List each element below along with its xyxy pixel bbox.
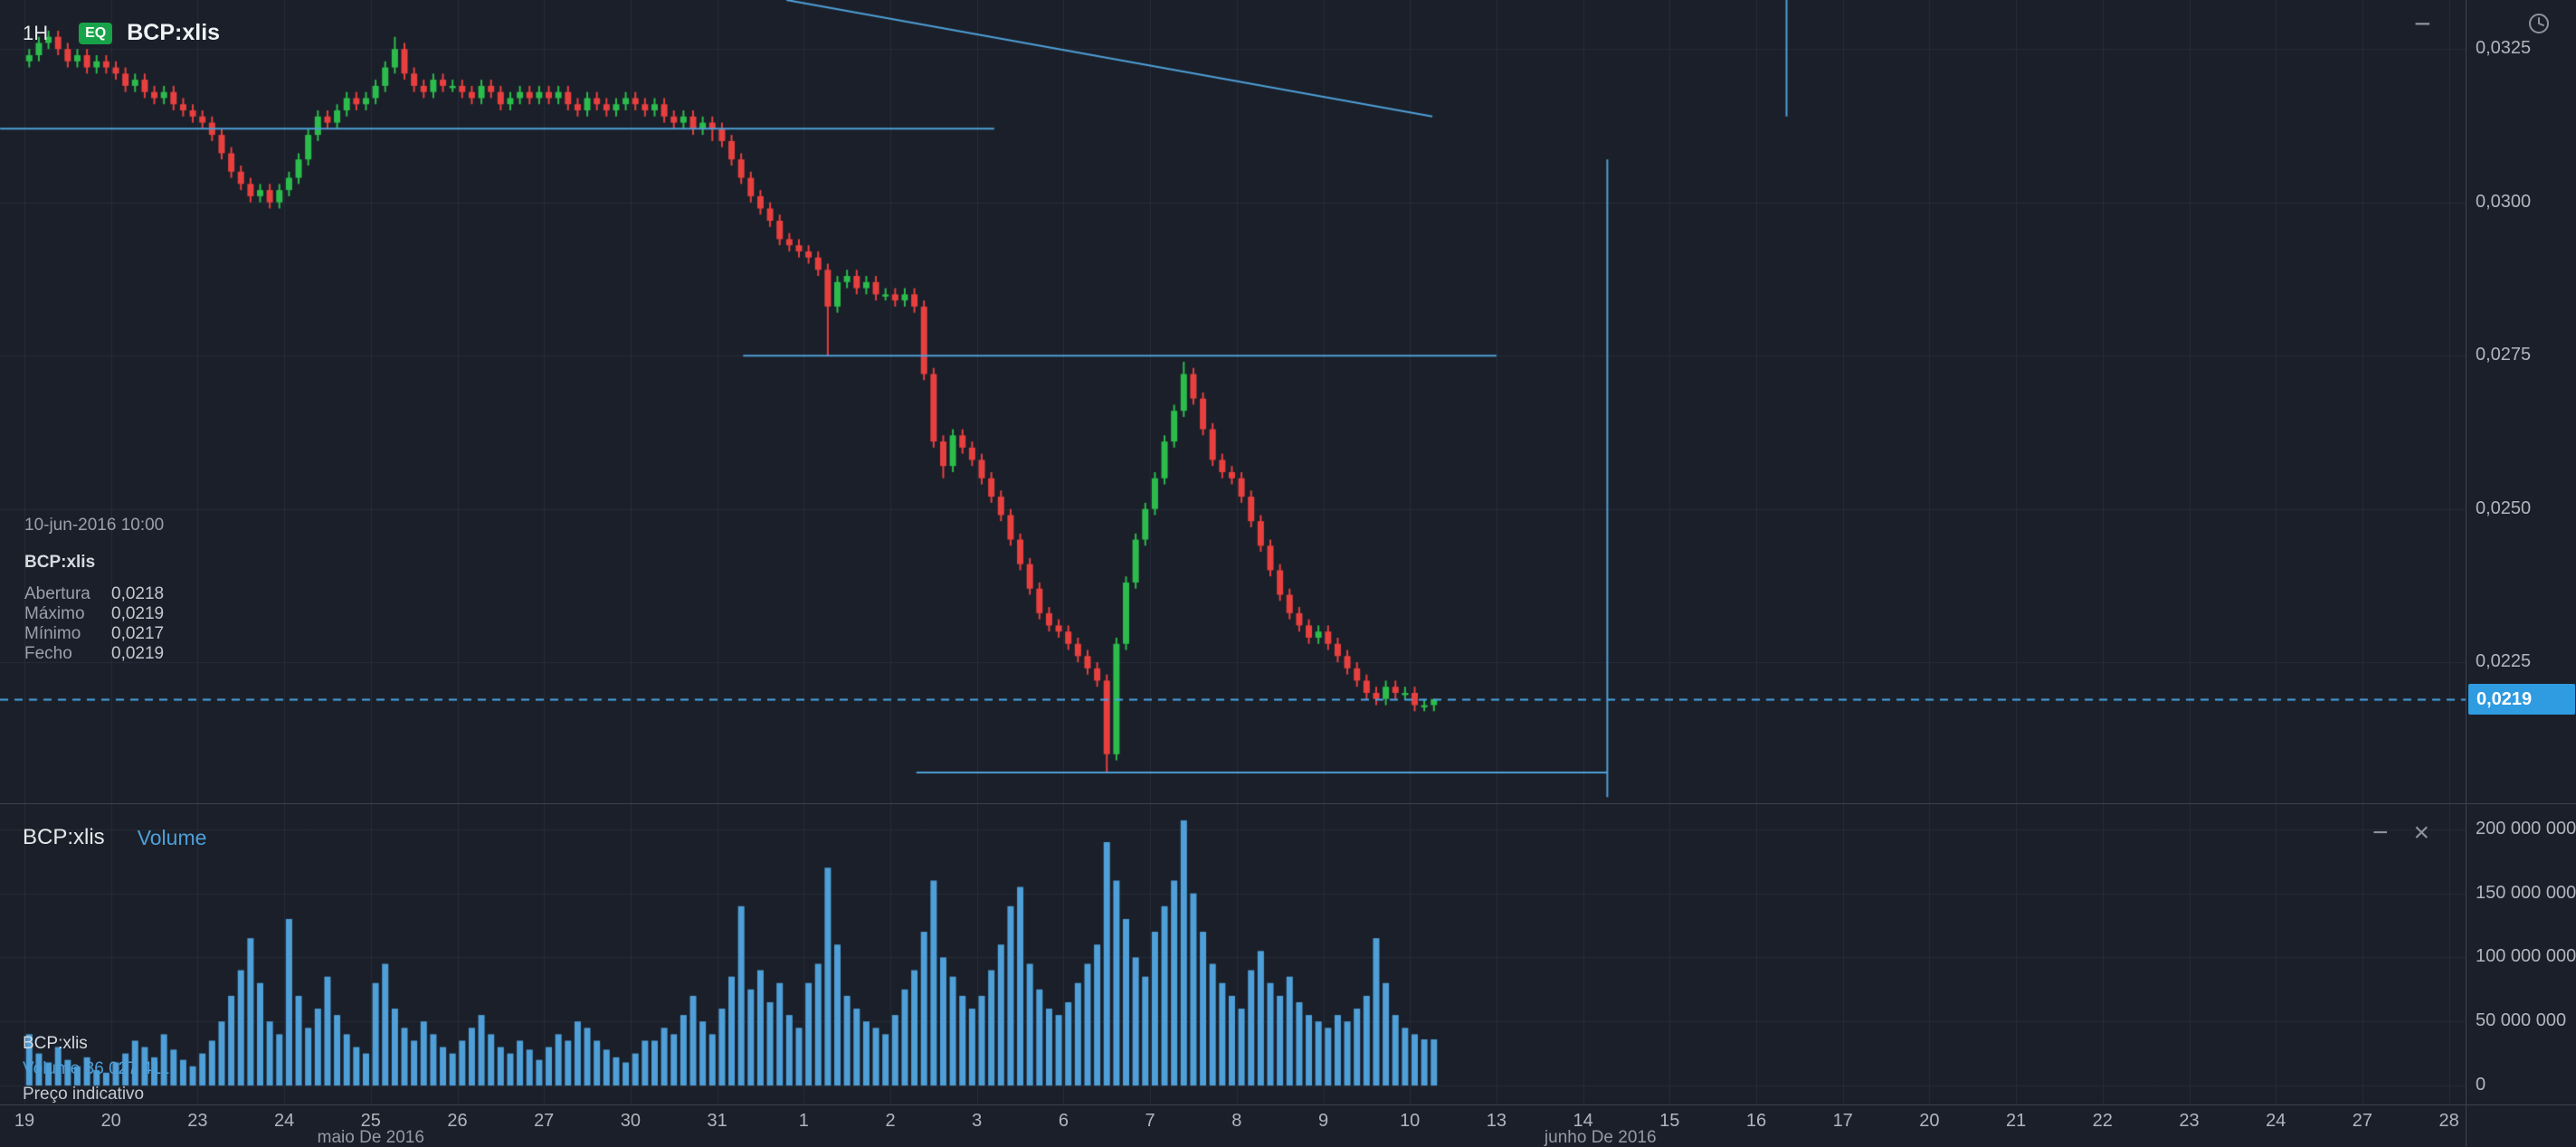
open-value: 0,0218 xyxy=(111,584,165,603)
time-axis-day: 13 xyxy=(1486,1111,1507,1131)
data-window: 10-jun-2016 10:00 BCP:xlis Abertura 0,02… xyxy=(24,516,164,664)
time-axis-day: 19 xyxy=(14,1111,35,1131)
time-axis-day: 15 xyxy=(1659,1111,1680,1131)
price-chart-canvas[interactable] xyxy=(0,0,2466,803)
volume-bottom-overlay: BCP:xlis Volume 36 027 411 Preço indicat… xyxy=(23,1031,169,1107)
volume-axis-tick: 50 000 000 xyxy=(2476,1010,2567,1031)
volume-minimize-button[interactable]: − xyxy=(2372,818,2389,848)
price-axis-tick: 0,0325 xyxy=(2476,38,2532,59)
time-axis-day: 16 xyxy=(1745,1111,1767,1131)
close-value: 0,0219 xyxy=(111,644,165,663)
time-axis-day: 23 xyxy=(2179,1111,2200,1131)
tooltip-high-row: Máximo 0,0219 xyxy=(24,604,164,624)
timeframe-label[interactable]: 1H xyxy=(23,21,49,44)
price-axis-tick: 0,0275 xyxy=(2476,345,2532,365)
axis-divider xyxy=(0,1104,2576,1105)
time-axis-day: 27 xyxy=(2352,1111,2373,1131)
time-axis-day: 20 xyxy=(100,1111,121,1131)
time-axis[interactable]: 19 20 23 24 25 26 27 30 31 1 2 3 6 7 8 9 10 13 14 15 16 17 20 2… xyxy=(0,1105,2466,1147)
overlay-symbol: BCP:xlis xyxy=(23,1034,88,1053)
pane-minimize-button[interactable]: − xyxy=(2414,7,2431,40)
current-price-badge: 0,0219 xyxy=(2468,683,2575,715)
volume-pane-legend: BCP:xlis Volume xyxy=(23,825,206,850)
time-axis-month: maio De 2016 xyxy=(317,1128,424,1147)
time-axis-day: 2 xyxy=(885,1111,896,1131)
chart-legend: 1H EQ BCP:xlis xyxy=(23,20,220,46)
time-axis-day: 24 xyxy=(2266,1111,2286,1131)
volume-indicator-label[interactable]: Volume xyxy=(137,825,207,849)
price-axis[interactable]: 0,0219 0,0325 0,0300 0,0275 0,0250 0,0225 200… xyxy=(2466,0,2576,1147)
time-axis-day: 30 xyxy=(620,1111,642,1131)
tooltip-close-row: Fecho 0,0219 xyxy=(24,644,164,664)
time-axis-day: 7 xyxy=(1145,1111,1155,1131)
open-label: Abertura xyxy=(24,584,90,603)
volume-chart-canvas[interactable] xyxy=(0,804,2466,1104)
tooltip-low-row: Mínimo 0,0217 xyxy=(24,624,164,644)
time-axis-day: 17 xyxy=(1832,1111,1853,1131)
tooltip-datetime: 10-jun-2016 10:00 xyxy=(24,516,165,535)
low-label: Mínimo xyxy=(24,624,81,643)
time-axis-day: 8 xyxy=(1231,1111,1242,1131)
time-axis-day: 10 xyxy=(1400,1111,1421,1131)
volume-axis-tick: 0 xyxy=(2476,1075,2486,1095)
time-axis-month: junho De 2016 xyxy=(1544,1128,1657,1147)
low-value: 0,0217 xyxy=(111,624,165,643)
time-axis-day: 1 xyxy=(798,1111,809,1131)
indicative-price-note: Preço indicativo xyxy=(23,1085,145,1104)
volume-pane-controls: − × xyxy=(2372,818,2429,848)
time-axis-day: 31 xyxy=(707,1111,727,1131)
time-axis-day: 27 xyxy=(534,1111,555,1131)
price-axis-tick: 0,0300 xyxy=(2476,191,2532,212)
time-axis-day: 21 xyxy=(2005,1111,2027,1131)
tooltip-symbol: BCP:xlis xyxy=(24,553,96,572)
time-axis-day: 22 xyxy=(2092,1111,2113,1131)
time-axis-day: 6 xyxy=(1058,1111,1069,1131)
price-axis-tick: 0,0225 xyxy=(2476,651,2532,672)
time-axis-day: 26 xyxy=(447,1111,468,1131)
volume-close-button[interactable]: × xyxy=(2413,818,2430,848)
time-axis-day: 20 xyxy=(1919,1111,1940,1131)
instrument-type-badge: EQ xyxy=(79,22,113,44)
volume-axis-tick: 150 000 000 xyxy=(2476,882,2576,903)
time-axis-day: 9 xyxy=(1317,1111,1329,1131)
volume-pane-symbol: BCP:xlis xyxy=(23,825,105,849)
time-axis-day: 14 xyxy=(1573,1111,1593,1131)
time-axis-day: 24 xyxy=(273,1111,295,1131)
volume-axis-tick: 100 000 000 xyxy=(2476,946,2576,967)
close-label: Fecho xyxy=(24,644,72,663)
time-axis-day: 25 xyxy=(360,1111,381,1131)
clock-icon[interactable] xyxy=(2526,11,2552,36)
high-value: 0,0219 xyxy=(111,604,165,623)
time-axis-day: 23 xyxy=(187,1111,208,1131)
high-label: Máximo xyxy=(24,604,85,623)
time-axis-day: 3 xyxy=(972,1111,983,1131)
time-axis-day: 28 xyxy=(2438,1111,2459,1131)
pane-divider[interactable] xyxy=(0,803,2576,804)
overlay-volume-value: Volume 36 027 411 xyxy=(23,1059,170,1078)
symbol-title[interactable]: BCP:xlis xyxy=(127,20,221,45)
volume-axis-tick: 200 000 000 xyxy=(2476,818,2576,839)
price-axis-tick: 0,0250 xyxy=(2476,498,2532,518)
tooltip-open-row: Abertura 0,0218 xyxy=(24,584,164,604)
